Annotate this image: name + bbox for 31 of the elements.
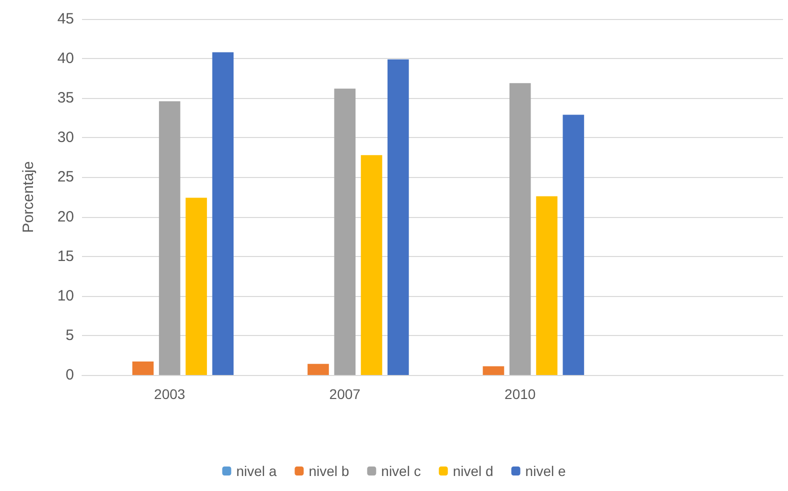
bar (482, 366, 504, 375)
x-tick-label: 2003 (154, 386, 186, 402)
y-tick-label: 40 (57, 50, 74, 68)
y-tick-label: 5 (66, 326, 74, 344)
bar (308, 364, 329, 375)
bar (360, 155, 382, 375)
bar (212, 52, 234, 375)
bar (536, 196, 558, 375)
x-tick-label: 2010 (504, 386, 536, 402)
bar (562, 114, 584, 375)
y-tick-label: 20 (57, 208, 74, 226)
x-tick-label: 2007 (329, 386, 361, 402)
bar (509, 83, 531, 375)
y-tick-label: 35 (57, 90, 74, 107)
y-tick-label: 25 (57, 168, 74, 186)
bar (158, 101, 180, 375)
legend-label: nivel b (308, 463, 350, 479)
bar (388, 59, 409, 375)
bar (334, 88, 356, 375)
legend-label: nivel e (525, 463, 566, 479)
bar (132, 362, 154, 375)
y-tick-label: 0 (66, 366, 74, 384)
y-tick-label: 30 (57, 129, 74, 146)
bar (186, 198, 207, 375)
y-axis-title: Porcentaje (20, 161, 37, 233)
y-tick-label: 15 (57, 248, 74, 265)
y-tick-label: 45 (57, 10, 74, 28)
y-tick-label: 10 (57, 287, 74, 304)
legend-label: nivel c (381, 463, 421, 479)
legend-label: nivel a (236, 463, 277, 479)
legend-label: nivel d (452, 463, 494, 479)
